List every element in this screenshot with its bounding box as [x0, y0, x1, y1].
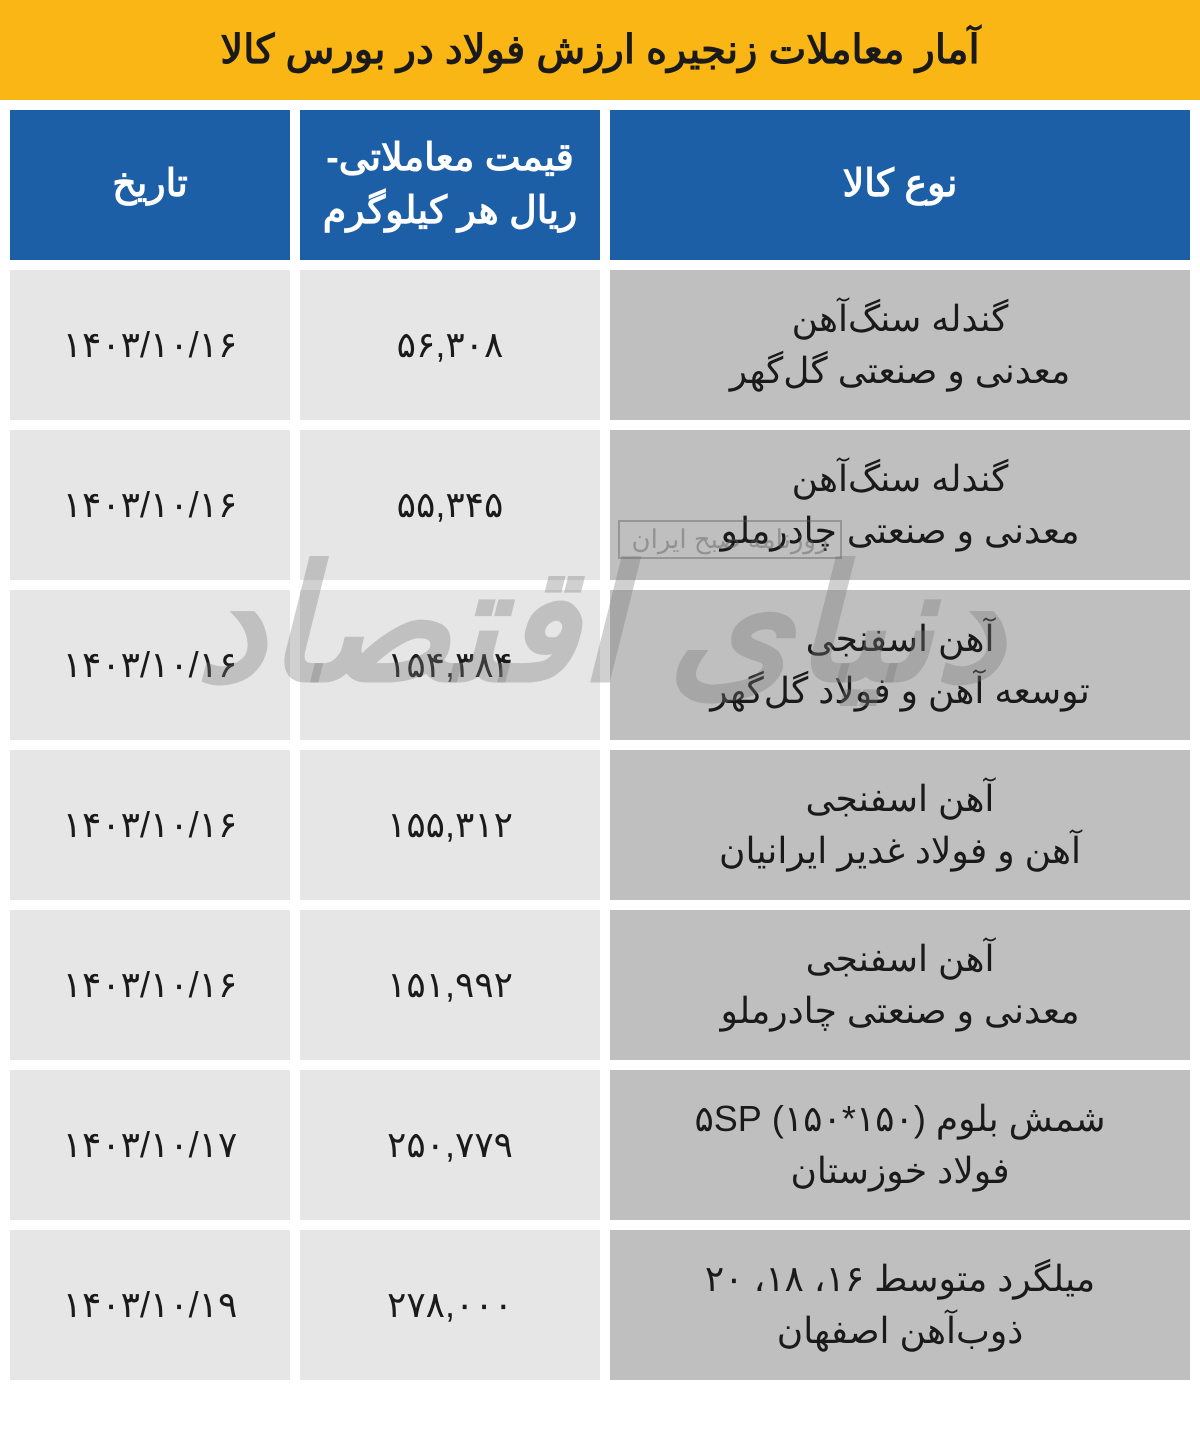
cell-product: شمش بلوم (۱۵۰*۱۵۰) ۵SP فولاد خوزستان [610, 1070, 1190, 1220]
cell-date: ۱۴۰۳/۱۰/۱۶ [10, 750, 290, 900]
column-header-product: نوع کالا [610, 110, 1190, 260]
column-header-price: قیمت معاملاتی- ریال هر کیلوگرم [300, 110, 600, 260]
cell-date: ۱۴۰۳/۱۰/۱۷ [10, 1070, 290, 1220]
cell-product: میلگرد متوسط ۱۶، ۱۸، ۲۰ ذوب‌آهن اصفهان [610, 1230, 1190, 1380]
table-row: آهن اسفنجی توسعه آهن و فولاد گل‌گهر ۱۵۴,… [0, 590, 1200, 750]
table-row: آهن اسفنجی آهن و فولاد غدیر ایرانیان ۱۵۵… [0, 750, 1200, 910]
cell-product: آهن اسفنجی معدنی و صنعتی چادرملو [610, 910, 1190, 1060]
table-container: آمار معاملات زنجیره ارزش فولاد در بورس ک… [0, 0, 1200, 1390]
cell-price: ۲۷۸,۰۰۰ [300, 1230, 600, 1380]
cell-price: ۱۵۴,۳۸۴ [300, 590, 600, 740]
cell-product: آهن اسفنجی آهن و فولاد غدیر ایرانیان [610, 750, 1190, 900]
table-row: شمش بلوم (۱۵۰*۱۵۰) ۵SP فولاد خوزستان ۲۵۰… [0, 1070, 1200, 1230]
cell-product: گندله سنگ‌آهن معدنی و صنعتی چادرملو [610, 430, 1190, 580]
table-title: آمار معاملات زنجیره ارزش فولاد در بورس ک… [220, 27, 979, 73]
cell-price: ۲۵۰,۷۷۹ [300, 1070, 600, 1220]
table-body: گندله سنگ‌آهن معدنی و صنعتی گل‌گهر ۵۶,۳۰… [0, 270, 1200, 1390]
cell-product: آهن اسفنجی توسعه آهن و فولاد گل‌گهر [610, 590, 1190, 740]
cell-date: ۱۴۰۳/۱۰/۱۶ [10, 270, 290, 420]
table-header-row: نوع کالا قیمت معاملاتی- ریال هر کیلوگرم … [0, 100, 1200, 270]
table-title-bar: آمار معاملات زنجیره ارزش فولاد در بورس ک… [0, 0, 1200, 100]
table-row: میلگرد متوسط ۱۶، ۱۸، ۲۰ ذوب‌آهن اصفهان ۲… [0, 1230, 1200, 1390]
column-header-date: تاریخ [10, 110, 290, 260]
cell-date: ۱۴۰۳/۱۰/۱۶ [10, 590, 290, 740]
table-row: گندله سنگ‌آهن معدنی و صنعتی چادرملو ۵۵,۳… [0, 430, 1200, 590]
cell-price: ۵۵,۳۴۵ [300, 430, 600, 580]
cell-date: ۱۴۰۳/۱۰/۱۹ [10, 1230, 290, 1380]
cell-price: ۱۵۱,۹۹۲ [300, 910, 600, 1060]
cell-price: ۱۵۵,۳۱۲ [300, 750, 600, 900]
cell-price: ۵۶,۳۰۸ [300, 270, 600, 420]
table-row: آهن اسفنجی معدنی و صنعتی چادرملو ۱۵۱,۹۹۲… [0, 910, 1200, 1070]
cell-date: ۱۴۰۳/۱۰/۱۶ [10, 430, 290, 580]
table-row: گندله سنگ‌آهن معدنی و صنعتی گل‌گهر ۵۶,۳۰… [0, 270, 1200, 430]
cell-product: گندله سنگ‌آهن معدنی و صنعتی گل‌گهر [610, 270, 1190, 420]
cell-date: ۱۴۰۳/۱۰/۱۶ [10, 910, 290, 1060]
